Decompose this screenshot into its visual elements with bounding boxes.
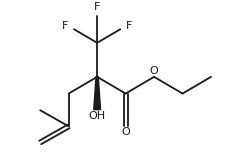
Text: OH: OH (88, 111, 105, 121)
Text: F: F (62, 21, 68, 31)
Polygon shape (94, 77, 100, 110)
Text: F: F (126, 21, 132, 31)
Text: F: F (94, 2, 100, 12)
Text: O: O (121, 127, 130, 137)
Text: O: O (150, 66, 158, 76)
